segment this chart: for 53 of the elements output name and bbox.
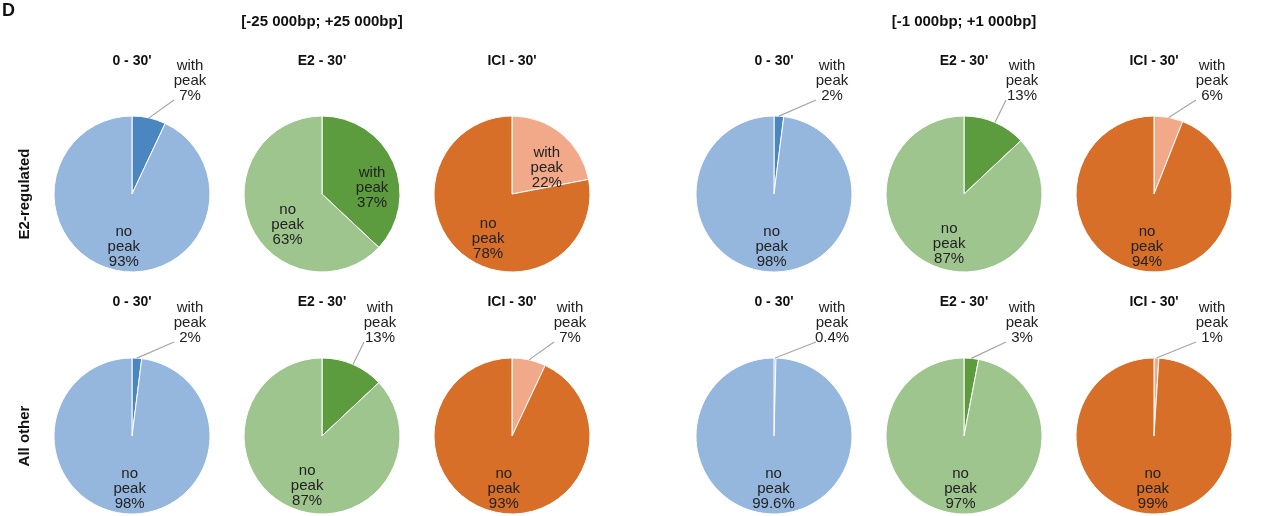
data-label: 7% — [179, 86, 201, 103]
slice-label: with peak — [553, 298, 587, 330]
slice-label: no peak — [271, 199, 305, 232]
slice-label: with peak — [173, 298, 207, 330]
chart-title: E2 - 30' — [297, 52, 347, 68]
slice-label: no peak — [944, 464, 978, 497]
data-label: 2% — [179, 328, 201, 345]
slice-label: no peak — [1136, 464, 1170, 497]
data-label: 2% — [821, 86, 843, 103]
data-label: 7% — [559, 328, 581, 345]
slice-label: with peak — [173, 56, 207, 88]
chart-title: 0 - 30' — [112, 293, 152, 309]
slice-label: with peak — [1195, 56, 1229, 88]
slice-label: no peak — [757, 464, 791, 497]
slice-label: with peak — [363, 298, 397, 330]
slice-label: no peak — [113, 464, 147, 497]
chart-title: 0 - 30' — [112, 52, 152, 68]
slice-label: no peak — [755, 222, 789, 255]
slice-label: no peak — [487, 463, 521, 496]
slice-label: no peak — [932, 219, 966, 252]
chart-title: ICI - 30' — [487, 293, 537, 309]
chart-title: E2 - 30' — [939, 52, 989, 68]
text: D — [2, 0, 15, 20]
text: E2-regulated — [15, 148, 32, 240]
slice-label: with peak — [1005, 298, 1039, 330]
chart-title: ICI - 30' — [1129, 293, 1179, 309]
data-label: 87% — [934, 249, 965, 267]
data-label: 1% — [1201, 328, 1223, 345]
chart-title: ICI - 30' — [1129, 52, 1179, 68]
data-label: 78% — [473, 243, 504, 261]
slice-label: with peak — [815, 298, 849, 330]
slice-label: with peak — [530, 142, 564, 175]
text: All other — [15, 405, 32, 467]
chart-title: 0 - 30' — [754, 293, 794, 309]
data-label: 94% — [1131, 251, 1162, 269]
data-label: 37% — [357, 193, 388, 211]
chart-subtitle: [-25 000bp; +25 000bp] — [241, 12, 403, 29]
chart-title: 0 - 30' — [754, 52, 794, 68]
chart-subtitle: [-1 000bp; +1 000bp] — [891, 12, 1037, 29]
data-label: 3% — [1011, 328, 1033, 345]
chart-title: E2 - 30' — [297, 293, 347, 309]
slice-label: no peak — [471, 213, 505, 246]
chart-title: ICI - 30' — [487, 52, 537, 68]
slice-label: with peak — [815, 56, 849, 88]
chart-title: E2 - 30' — [939, 293, 989, 309]
slice-label: no peak — [1130, 221, 1164, 254]
slice-label: with peak — [1005, 56, 1039, 88]
slice-label: no peak — [107, 221, 141, 254]
data-label: 6% — [1201, 86, 1223, 103]
slice-label: no peak — [290, 461, 324, 494]
data-label: 87% — [292, 491, 323, 509]
slice-label: with peak — [355, 163, 389, 196]
slice-label: with peak — [1195, 298, 1229, 330]
